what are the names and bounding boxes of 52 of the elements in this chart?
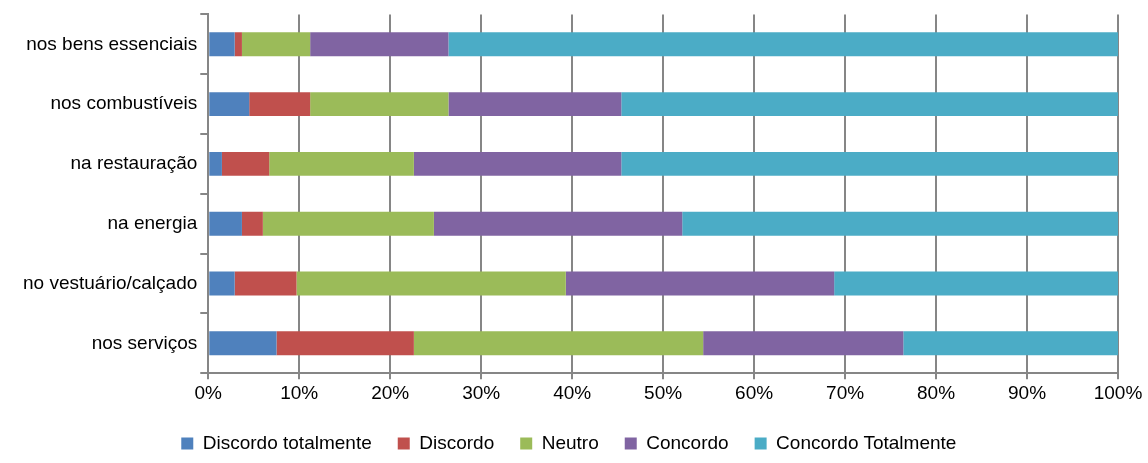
y-tick-label: na energia	[107, 211, 198, 233]
bar	[241, 211, 263, 236]
legend-label: Discordo totalmente	[202, 431, 372, 453]
bar	[703, 331, 904, 356]
x-tick-label: 40%	[553, 381, 592, 403]
x-tick-label: 90%	[1008, 381, 1047, 403]
y-tick-label: na restauração	[70, 152, 198, 174]
bar	[221, 151, 270, 176]
legend-label: Discordo	[419, 431, 495, 453]
bar	[209, 32, 235, 57]
bar	[310, 92, 449, 117]
bar	[621, 151, 1118, 176]
bar	[621, 92, 1118, 117]
bar	[249, 92, 311, 117]
bar	[209, 211, 242, 236]
x-tick-label: 80%	[917, 381, 956, 403]
bar	[296, 271, 566, 296]
x-tick-label: 50%	[644, 381, 683, 403]
bar	[413, 331, 704, 356]
bar	[241, 32, 311, 57]
bar	[209, 92, 250, 117]
bar	[413, 151, 622, 176]
bar	[234, 271, 297, 296]
bar	[209, 271, 235, 296]
y-tick-label: no vestuário/calçado	[22, 271, 198, 293]
x-tick-label: 10%	[280, 381, 319, 403]
x-tick-label: 20%	[371, 381, 410, 403]
x-tick-label: 70%	[826, 381, 865, 403]
bar	[209, 331, 277, 356]
bar	[262, 211, 434, 236]
bar	[448, 92, 622, 117]
x-tick-label: 0%	[194, 381, 223, 403]
y-tick-label: nos bens essenciais	[26, 32, 198, 54]
bar	[234, 32, 242, 57]
bar	[834, 271, 1118, 296]
bar	[903, 331, 1118, 356]
legend-label: Neutro	[541, 431, 599, 453]
x-tick-label: 100%	[1093, 381, 1143, 403]
y-tick-label: nos serviços	[91, 331, 198, 353]
bar	[310, 32, 449, 57]
bar	[433, 211, 683, 236]
bar	[269, 151, 414, 176]
bar	[448, 32, 1118, 57]
legend-label: Concordo Totalmente	[776, 431, 957, 453]
bar	[565, 271, 835, 296]
y-tick-label: nos combustíveis	[50, 92, 198, 114]
x-tick-label: 30%	[462, 381, 501, 403]
legend-label: Concordo	[646, 431, 729, 453]
bar	[209, 151, 222, 176]
bar	[682, 211, 1118, 236]
x-tick-label: 60%	[735, 381, 774, 403]
bar	[276, 331, 414, 356]
